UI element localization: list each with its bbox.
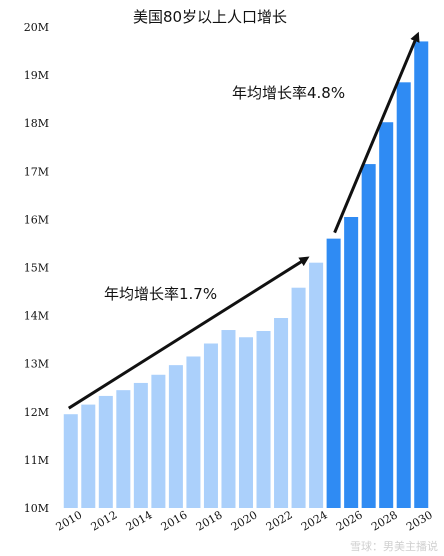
y-tick-label: 11M [24,454,49,467]
y-tick-label: 16M [24,213,49,226]
x-tick-label: 2016 [159,508,190,533]
bars [63,41,429,509]
bar [274,318,289,508]
bar [256,330,271,508]
annotation-historical-growth: 年均增长率1.7% [104,285,217,303]
annotation-projected-growth: 年均增长率4.8% [232,84,345,102]
bar [344,216,359,508]
trend-arrow-projected [333,31,420,234]
bar [81,404,96,508]
bar [361,164,376,508]
trend-arrow-historical [67,256,310,410]
bar [116,390,131,508]
bar [186,356,201,508]
bar [309,262,324,508]
bar [238,337,254,508]
x-tick-label: 2012 [89,508,120,533]
bar [151,374,166,508]
bar [98,395,113,508]
x-tick-label: 2020 [229,508,260,533]
y-tick-label: 19M [24,69,49,82]
x-axis: 2010 2012 2014 2016 2018 2020 2022 2024 2026 2028… [54,508,435,533]
bar [379,122,394,508]
x-tick-label: 2010 [54,508,85,533]
bar [63,414,78,508]
chart-title: 美国80岁以上人口增长 [133,8,287,26]
x-tick-label: 2024 [299,508,330,533]
watermark: 雪球：男美主播说 [350,539,438,553]
bar [291,287,306,508]
bar [221,330,236,508]
bar [133,382,148,508]
x-tick-label: 2022 [264,508,295,533]
x-tick-label: 2018 [194,508,225,533]
x-tick-label: 2026 [334,508,365,533]
y-tick-label: 20M [24,21,49,34]
bar [414,41,429,509]
bar [168,365,183,508]
y-tick-label: 13M [24,358,49,371]
x-tick-label: 2030 [404,508,435,533]
bar [396,82,411,508]
y-tick-label: 14M [24,310,49,323]
x-tick-label: 2028 [369,508,400,533]
y-tick-label: 17M [24,165,49,178]
bar [203,343,218,508]
y-tick-label: 12M [24,406,49,419]
x-tick-label: 2014 [124,508,155,533]
y-tick-label: 15M [24,262,49,275]
y-axis: 10M 11M 12M 13M 14M 15M 16M 17M 18M 19M 20M [24,21,49,515]
y-tick-label: 18M [24,117,49,130]
annotations: 年均增长率1.7% 年均增长率4.8% [67,31,420,410]
y-tick-label: 10M [24,502,49,515]
bar [326,238,341,508]
